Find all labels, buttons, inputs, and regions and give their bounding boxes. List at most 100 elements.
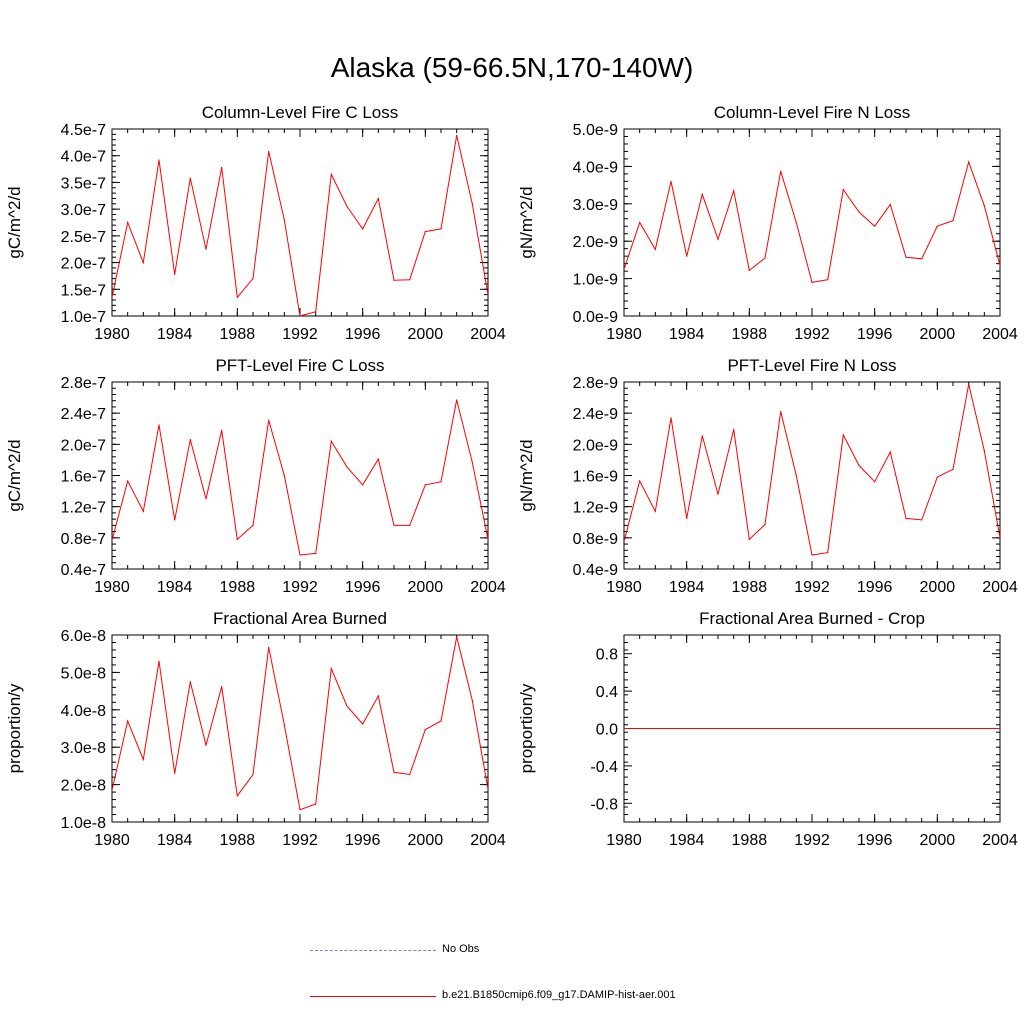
data-point: [701, 435, 703, 437]
data-point: [471, 203, 473, 205]
y-axis-label: gC/m^2/d: [5, 186, 24, 258]
data-point: [189, 177, 191, 179]
data-point: [346, 466, 348, 468]
data-point: [252, 773, 254, 776]
x-tick-label: 1980: [94, 326, 130, 343]
y-tick-label: 0.0e-9: [573, 309, 618, 326]
series-line: [624, 384, 1000, 556]
y-tick-label: 2.0e-9: [573, 437, 618, 454]
chart-panel-2: Column-Level Fire N Loss gN/m^2/d 1980 1984…: [517, 103, 1018, 343]
x-tick-label: 1992: [282, 326, 318, 343]
data-point: [424, 230, 426, 233]
y-tick-label: 5.0e-9: [573, 122, 618, 139]
series-line: [112, 135, 488, 316]
data-point: [748, 538, 750, 540]
plot-frame: [111, 381, 489, 570]
y-tick-label: 1.0e-7: [61, 309, 106, 326]
data-point: [983, 205, 985, 207]
legend-label-obs: No Obs: [442, 943, 480, 955]
x-tick-label: 1988: [220, 832, 256, 849]
y-tick-label: 1.2e-9: [573, 500, 618, 517]
y-tick-label: 0.8: [596, 647, 618, 664]
y-tick-label: 0.8e-7: [61, 531, 106, 548]
data-point: [670, 180, 672, 182]
y-tick-label: 2.4e-9: [573, 406, 618, 423]
y-tick-label: 3.0e-7: [61, 202, 106, 219]
data-point: [158, 424, 160, 426]
data-point: [983, 449, 985, 452]
x-tick-label: 1984: [157, 579, 193, 596]
x-tick-label: 2000: [920, 326, 956, 343]
data-point: [315, 552, 317, 555]
data-point: [748, 269, 750, 271]
x-tick-label: 1980: [606, 579, 642, 596]
data-point: [654, 510, 656, 512]
data-point: [764, 523, 766, 526]
data-point: [221, 686, 223, 688]
data-point: [362, 228, 364, 230]
y-tick-label: 4.0e-8: [61, 703, 106, 720]
data-point: [717, 238, 719, 240]
data-point: [905, 256, 907, 258]
x-tick-label: 2004: [982, 579, 1018, 596]
figure-title: Alaska (59-66.5N,170-140W): [330, 52, 694, 83]
data-point: [717, 493, 719, 495]
y-tick-label: 2.0e-8: [61, 778, 106, 795]
y-axis-label: proportion/y: [517, 683, 536, 773]
data-point: [424, 729, 426, 731]
data-point: [440, 481, 442, 483]
data-point: [624, 541, 625, 543]
series-line: [112, 636, 488, 811]
y-tick-label: 0.8e-9: [573, 531, 618, 548]
data-point: [409, 279, 411, 281]
panel-title: PFT-Level Fire N Loss: [727, 356, 896, 375]
x-tick-label: 1992: [794, 326, 830, 343]
data-point: [252, 278, 254, 280]
data-point: [811, 281, 813, 283]
y-tick-label: 4.0e-9: [573, 159, 618, 176]
data-point: [639, 480, 641, 482]
data-point: [842, 434, 844, 436]
data-point: [874, 225, 876, 227]
chart-panel-3: PFT-Level Fire C Loss gC/m^2/d 1980 1984 198…: [5, 356, 506, 596]
data-point: [858, 464, 860, 466]
data-point: [733, 428, 735, 431]
data-point: [174, 772, 176, 774]
y-tick-label: 3.5e-7: [61, 175, 106, 192]
data-point: [330, 173, 332, 176]
x-tick-label: 1992: [794, 832, 830, 849]
y-tick-label: 2.0e-7: [61, 437, 106, 454]
y-tick-label: 2.8e-9: [573, 375, 618, 392]
x-tick-label: 1996: [345, 832, 381, 849]
data-point: [377, 197, 379, 200]
data-point: [456, 636, 458, 638]
y-tick-label: 2.0e-9: [573, 234, 618, 251]
x-tick-label: 2004: [470, 326, 506, 343]
data-point: [780, 170, 782, 172]
data-point: [221, 166, 223, 169]
data-point: [299, 809, 301, 811]
data-point: [842, 188, 844, 191]
y-tick-label: 1.6e-9: [573, 469, 618, 486]
x-tick-label: 2000: [408, 579, 444, 596]
x-tick-label: 1988: [220, 579, 256, 596]
data-point: [654, 248, 656, 251]
x-tick-label: 1992: [282, 579, 318, 596]
data-point: [315, 311, 317, 313]
x-tick-label: 2004: [470, 832, 506, 849]
data-point: [174, 519, 176, 521]
data-point: [487, 294, 488, 296]
chart-panel-1: Column-Level Fire C Loss gC/m^2/d 1980 1984…: [5, 103, 506, 343]
panel-title: Column-Level Fire N Loss: [714, 103, 911, 122]
panel-title: PFT-Level Fire C Loss: [215, 356, 384, 375]
data-point: [858, 211, 860, 213]
data-point: [236, 538, 238, 540]
data-point: [236, 795, 238, 797]
data-point: [968, 383, 970, 385]
x-tick-label: 1980: [94, 832, 130, 849]
data-point: [330, 668, 332, 670]
x-tick-label: 1996: [345, 579, 381, 596]
data-point: [471, 461, 473, 463]
y-tick-label: 3.0e-9: [573, 197, 618, 214]
y-axis-label: gN/m^2/d: [517, 439, 536, 511]
